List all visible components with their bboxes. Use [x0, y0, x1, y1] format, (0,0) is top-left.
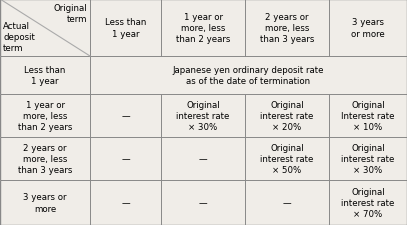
Text: Original
interest rate
× 20%: Original interest rate × 20%	[260, 100, 314, 132]
Text: Original
interest rate
× 30%: Original interest rate × 30%	[341, 143, 395, 174]
Text: Less than
1 year: Less than 1 year	[24, 66, 66, 86]
Text: 1 year or
more, less
than 2 years: 1 year or more, less than 2 years	[176, 13, 230, 44]
Text: Original
interest rate
× 30%: Original interest rate × 30%	[176, 100, 230, 132]
Text: —: —	[121, 154, 130, 163]
Text: 2 years or
more, less
than 3 years: 2 years or more, less than 3 years	[18, 143, 72, 174]
Text: Original
interest rate
× 70%: Original interest rate × 70%	[341, 187, 395, 218]
Text: Original
interest rate
× 50%: Original interest rate × 50%	[260, 143, 314, 174]
Text: Original
Interest rate
× 10%: Original Interest rate × 10%	[341, 100, 395, 132]
Text: —: —	[283, 198, 291, 207]
Text: 3 years or
more: 3 years or more	[23, 193, 67, 213]
Text: —: —	[199, 154, 207, 163]
Text: 1 year or
more, less
than 2 years: 1 year or more, less than 2 years	[18, 100, 72, 132]
Text: —: —	[121, 112, 130, 120]
Text: —: —	[199, 198, 207, 207]
Text: Japanese yen ordinary deposit rate
as of the date of termination: Japanese yen ordinary deposit rate as of…	[173, 65, 324, 86]
Text: Less than
1 year: Less than 1 year	[105, 18, 146, 38]
Text: —: —	[121, 198, 130, 207]
Text: 2 years or
more, less
than 3 years: 2 years or more, less than 3 years	[260, 13, 314, 44]
Text: Actual
deposit
term: Actual deposit term	[3, 22, 35, 53]
Text: Original
term: Original term	[53, 4, 87, 24]
Text: 3 years
or more: 3 years or more	[351, 18, 385, 38]
